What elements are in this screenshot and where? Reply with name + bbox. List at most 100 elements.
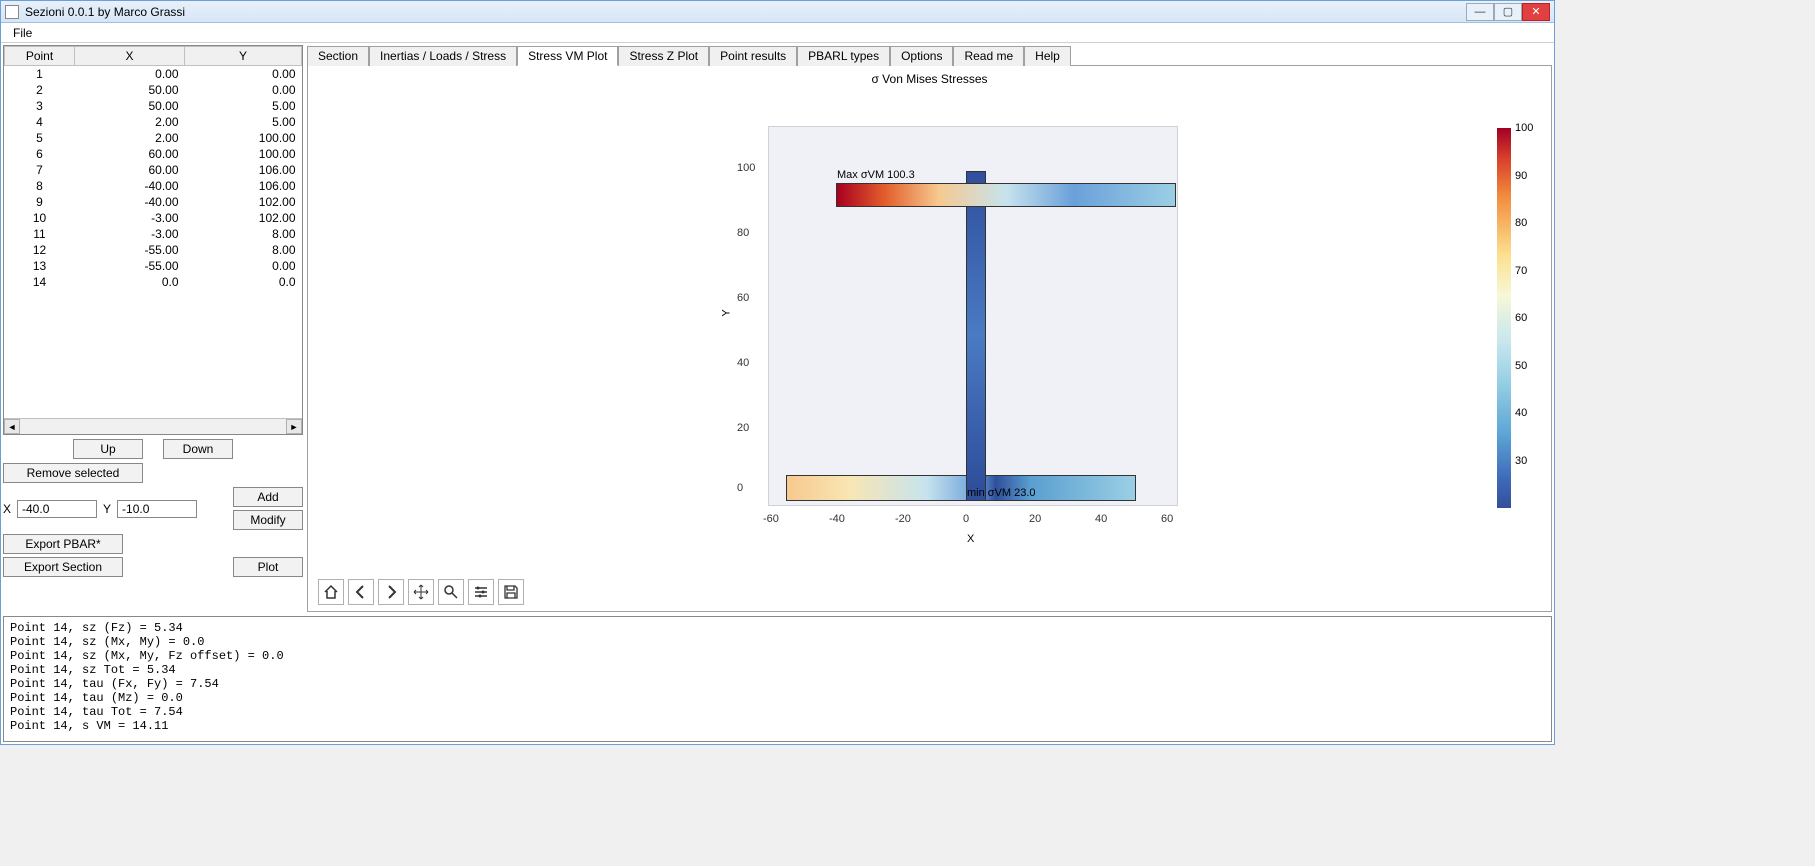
- col-point[interactable]: Point: [5, 47, 75, 66]
- export-pbar-button[interactable]: Export PBAR*: [3, 534, 123, 554]
- table-h-scrollbar[interactable]: ◄ ►: [4, 418, 302, 434]
- down-button[interactable]: Down: [163, 439, 233, 459]
- colorbar-tick: 40: [1515, 407, 1527, 419]
- log-output[interactable]: Point 14, sz (Fz) = 5.34Point 14, sz (Mx…: [3, 616, 1552, 742]
- up-button[interactable]: Up: [73, 439, 143, 459]
- web: [966, 171, 986, 501]
- tab-stress-z[interactable]: Stress Z Plot: [618, 46, 709, 66]
- col-y[interactable]: Y: [185, 47, 302, 66]
- app-icon: [5, 5, 19, 19]
- log-line: Point 14, tau (Fx, Fy) = 7.54: [10, 677, 1545, 691]
- close-button[interactable]: ✕: [1522, 3, 1550, 21]
- log-line: Point 14, s VM = 14.11: [10, 719, 1545, 733]
- table-row[interactable]: 42.005.00: [5, 114, 302, 130]
- y-label: Y: [103, 502, 111, 516]
- plot-area: σ Von Mises Stresses Max σVM 100.3 min σ…: [307, 66, 1552, 612]
- colorbar-tick: 90: [1515, 170, 1527, 182]
- max-stress-label: Max σVM 100.3: [837, 169, 915, 181]
- right-pane: Section Inertias / Loads / Stress Stress…: [307, 45, 1552, 612]
- zoom-icon[interactable]: [438, 579, 464, 605]
- plot-button[interactable]: Plot: [233, 557, 303, 577]
- tab-options[interactable]: Options: [890, 46, 953, 66]
- colorbar-tick: 50: [1515, 360, 1527, 372]
- pan-icon[interactable]: [408, 579, 434, 605]
- export-section-button[interactable]: Export Section: [3, 557, 123, 577]
- y-axis-label: Y: [721, 309, 733, 316]
- configure-icon[interactable]: [468, 579, 494, 605]
- home-icon[interactable]: [318, 579, 344, 605]
- add-button[interactable]: Add: [233, 487, 303, 507]
- left-pane: Point X Y 10.000.00250.000.00350.005.004…: [3, 45, 303, 612]
- menubar: File: [1, 23, 1554, 43]
- table-row[interactable]: 10-3.00102.00: [5, 210, 302, 226]
- forward-icon[interactable]: [378, 579, 404, 605]
- scroll-left-icon[interactable]: ◄: [4, 419, 20, 434]
- back-icon[interactable]: [348, 579, 374, 605]
- x-tick: 60: [1161, 513, 1173, 525]
- table-row[interactable]: 250.000.00: [5, 82, 302, 98]
- tab-point-results[interactable]: Point results: [709, 46, 797, 66]
- log-line: Point 14, sz (Mx, My, Fz offset) = 0.0: [10, 649, 1545, 663]
- points-table[interactable]: Point X Y 10.000.00250.000.00350.005.004…: [4, 46, 302, 290]
- log-line: Point 14, sz (Mx, My) = 0.0: [10, 635, 1545, 649]
- x-tick: 20: [1029, 513, 1041, 525]
- titlebar: Sezioni 0.0.1 by Marco Grassi — ▢ ✕: [1, 1, 1554, 23]
- colorbar: 10090807060504030: [1497, 128, 1511, 508]
- table-row[interactable]: 52.00100.00: [5, 130, 302, 146]
- tabs: Section Inertias / Loads / Stress Stress…: [307, 45, 1552, 66]
- table-row[interactable]: 350.005.00: [5, 98, 302, 114]
- x-input[interactable]: [17, 500, 97, 518]
- top-flange: [836, 183, 1176, 207]
- minimize-button[interactable]: —: [1466, 3, 1494, 21]
- colorbar-tick: 100: [1515, 122, 1533, 134]
- tab-inertias[interactable]: Inertias / Loads / Stress: [369, 46, 517, 66]
- plot-title: σ Von Mises Stresses: [308, 72, 1551, 86]
- log-line: Point 14, tau (Mz) = 0.0: [10, 691, 1545, 705]
- log-line: Point 14, tau Tot = 7.54: [10, 705, 1545, 719]
- window-title: Sezioni 0.0.1 by Marco Grassi: [25, 5, 1466, 19]
- modify-button[interactable]: Modify: [233, 510, 303, 530]
- y-tick: 0: [737, 482, 743, 494]
- colorbar-tick: 80: [1515, 217, 1527, 229]
- tab-help[interactable]: Help: [1024, 46, 1071, 66]
- x-label: X: [3, 502, 11, 516]
- menu-file[interactable]: File: [7, 26, 38, 40]
- x-tick: -20: [895, 513, 911, 525]
- table-row[interactable]: 10.000.00: [5, 66, 302, 83]
- save-icon[interactable]: [498, 579, 524, 605]
- x-tick: 40: [1095, 513, 1107, 525]
- points-table-wrap: Point X Y 10.000.00250.000.00350.005.004…: [3, 45, 303, 435]
- maximize-button[interactable]: ▢: [1494, 3, 1522, 21]
- remove-selected-button[interactable]: Remove selected: [3, 463, 143, 483]
- x-tick: -60: [763, 513, 779, 525]
- y-tick: 80: [737, 227, 749, 239]
- log-line: Point 14, sz (Fz) = 5.34: [10, 621, 1545, 635]
- tab-readme[interactable]: Read me: [953, 46, 1024, 66]
- tab-stress-vm[interactable]: Stress VM Plot: [517, 46, 618, 66]
- scroll-right-icon[interactable]: ►: [286, 419, 302, 434]
- tab-pbarl[interactable]: PBARL types: [797, 46, 890, 66]
- y-tick: 100: [737, 162, 755, 174]
- table-row[interactable]: 13-55.000.00: [5, 258, 302, 274]
- tab-section[interactable]: Section: [307, 46, 369, 66]
- app-window: Sezioni 0.0.1 by Marco Grassi — ▢ ✕ File…: [0, 0, 1555, 745]
- x-tick: 0: [963, 513, 969, 525]
- table-row[interactable]: 11-3.008.00: [5, 226, 302, 242]
- colorbar-tick: 30: [1515, 455, 1527, 467]
- colorbar-tick: 70: [1515, 265, 1527, 277]
- col-x[interactable]: X: [75, 47, 185, 66]
- table-row[interactable]: 140.00.0: [5, 274, 302, 290]
- table-row[interactable]: 12-55.008.00: [5, 242, 302, 258]
- table-row[interactable]: 660.00100.00: [5, 146, 302, 162]
- y-tick: 60: [737, 292, 749, 304]
- table-row[interactable]: 8-40.00106.00: [5, 178, 302, 194]
- x-tick: -40: [829, 513, 845, 525]
- table-row[interactable]: 760.00106.00: [5, 162, 302, 178]
- bottom-flange: [786, 475, 1136, 501]
- table-row[interactable]: 9-40.00102.00: [5, 194, 302, 210]
- min-stress-label: min σVM 23.0: [967, 487, 1036, 499]
- y-input[interactable]: [117, 500, 197, 518]
- x-axis-label: X: [967, 533, 974, 545]
- y-tick: 20: [737, 422, 749, 434]
- plot-axes: Max σVM 100.3 min σVM 23.0 Y X 100806040…: [768, 126, 1178, 506]
